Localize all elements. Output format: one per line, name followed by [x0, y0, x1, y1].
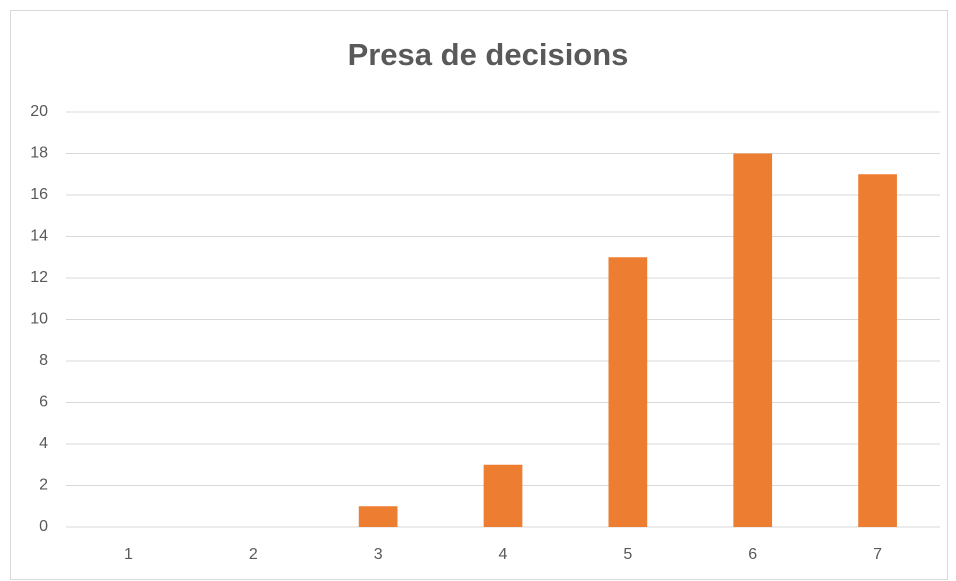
bar: [733, 153, 773, 527]
bar: [483, 464, 523, 527]
y-tick-label: 10: [30, 311, 48, 328]
y-tick-label: 2: [39, 477, 48, 494]
x-tick-label: 3: [374, 546, 383, 563]
y-tick-label: 6: [39, 394, 48, 411]
y-tick-label: 4: [39, 435, 48, 452]
y-tick-label: 14: [30, 228, 48, 245]
y-tick-label: 0: [39, 518, 48, 535]
chart-border: [10, 10, 948, 580]
x-tick-label: 1: [124, 546, 133, 563]
x-tick-label: 5: [623, 546, 632, 563]
x-tick-label: 4: [499, 546, 508, 563]
y-tick-label: 20: [30, 103, 48, 120]
x-tick-label: 7: [873, 546, 882, 563]
x-tick-label: 6: [748, 546, 757, 563]
chart-title: Presa de decisions: [348, 37, 629, 72]
y-tick-label: 16: [30, 186, 48, 203]
bar: [858, 174, 897, 527]
bar: [358, 506, 398, 527]
x-tick-label: 2: [249, 546, 258, 563]
y-tick-label: 8: [39, 352, 48, 369]
bar: [608, 257, 648, 527]
y-tick-label: 12: [30, 269, 48, 286]
y-tick-label: 18: [30, 145, 48, 162]
